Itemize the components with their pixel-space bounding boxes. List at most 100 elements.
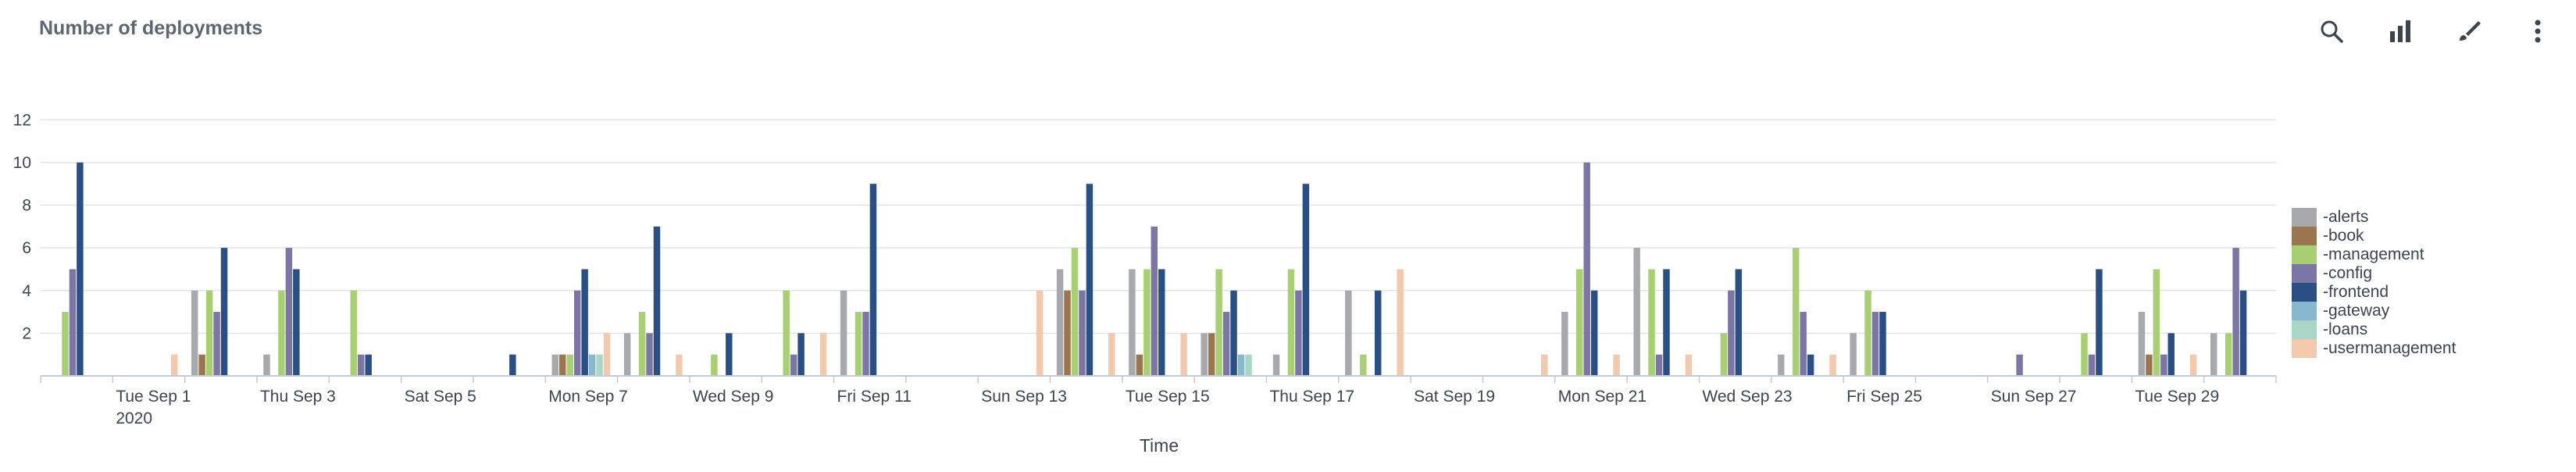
- bar-alerts-17[interactable]: [1272, 354, 1280, 376]
- bar-management-16[interactable]: [1215, 269, 1222, 376]
- bar-management-23[interactable]: [1720, 333, 1728, 376]
- bar-config-28[interactable]: [2088, 354, 2096, 376]
- bar-frontend-11[interactable]: [869, 184, 877, 376]
- bar-frontend-6[interactable]: [509, 354, 516, 376]
- bar-config-23[interactable]: [1728, 290, 1735, 376]
- legend-item[interactable]: -book: [2292, 227, 2456, 245]
- legend-item[interactable]: -loans: [2292, 320, 2456, 339]
- bar-management-22[interactable]: [1648, 269, 1655, 376]
- bar-usermanagement-24[interactable]: [1829, 354, 1836, 376]
- legend-item[interactable]: -frontend: [2292, 283, 2456, 302]
- bar-management-10[interactable]: [783, 290, 790, 376]
- bar-config-10[interactable]: [790, 354, 797, 376]
- bar-config-21[interactable]: [1583, 162, 1590, 376]
- bar-config-7[interactable]: [573, 290, 581, 376]
- bar-usermanagement-29[interactable]: [2189, 354, 2197, 376]
- bar-config-15[interactable]: [1151, 226, 1158, 376]
- bar-usermanagement-20[interactable]: [1541, 354, 1548, 376]
- bar-config-27[interactable]: [2016, 354, 2023, 376]
- bar-usermanagement-15[interactable]: [1180, 333, 1187, 376]
- bar-alerts-29[interactable]: [2138, 312, 2146, 376]
- bar-alerts-30[interactable]: [2210, 333, 2217, 376]
- bar-alerts-25[interactable]: [1850, 333, 1857, 376]
- bar-frontend-15[interactable]: [1158, 269, 1165, 376]
- bar-alerts-3[interactable]: [263, 354, 270, 376]
- bar-book-29[interactable]: [2146, 354, 2153, 376]
- bar-management-0[interactable]: [62, 312, 69, 376]
- bar-book-15[interactable]: [1136, 354, 1144, 376]
- bar-loans-7[interactable]: [596, 354, 603, 376]
- bar-frontend-14[interactable]: [1086, 184, 1094, 376]
- bar-usermanagement-1[interactable]: [170, 354, 178, 376]
- bar-config-17[interactable]: [1295, 290, 1302, 376]
- bar-config-0[interactable]: [69, 269, 77, 376]
- bar-book-14[interactable]: [1064, 290, 1071, 376]
- bar-config-8[interactable]: [646, 333, 653, 376]
- bar-frontend-25[interactable]: [1879, 312, 1886, 376]
- bar-management-25[interactable]: [1864, 290, 1871, 376]
- bar-frontend-9[interactable]: [726, 333, 733, 376]
- bar-frontend-23[interactable]: [1735, 269, 1743, 376]
- bar-alerts-15[interactable]: [1129, 269, 1136, 376]
- bar-frontend-7[interactable]: [581, 269, 588, 376]
- bar-management-30[interactable]: [2225, 333, 2232, 376]
- legend-item[interactable]: -gateway: [2292, 302, 2456, 320]
- bar-alerts-14[interactable]: [1056, 269, 1064, 376]
- bar-config-25[interactable]: [1871, 312, 1879, 376]
- bar-management-11[interactable]: [855, 312, 862, 376]
- bar-gateway-7[interactable]: [588, 354, 596, 376]
- legend-item[interactable]: -config: [2292, 264, 2456, 283]
- bar-book-2[interactable]: [198, 354, 205, 376]
- bar-frontend-22[interactable]: [1663, 269, 1670, 376]
- bar-usermanagement-18[interactable]: [1397, 269, 1404, 376]
- bar-config-24[interactable]: [1800, 312, 1807, 376]
- bar-usermanagement-21[interactable]: [1613, 354, 1620, 376]
- more-vertical-icon[interactable]: [2515, 13, 2560, 50]
- bar-frontend-16[interactable]: [1230, 290, 1237, 376]
- bar-alerts-7[interactable]: [551, 354, 559, 376]
- bar-management-17[interactable]: [1287, 269, 1295, 376]
- bar-config-3[interactable]: [285, 248, 293, 376]
- bar-frontend-3[interactable]: [293, 269, 300, 376]
- bar-config-16[interactable]: [1222, 312, 1230, 376]
- bar-management-7[interactable]: [566, 354, 573, 376]
- bar-usermanagement-22[interactable]: [1685, 354, 1693, 376]
- bar-alerts-2[interactable]: [191, 290, 198, 376]
- search-icon[interactable]: [2309, 13, 2354, 50]
- legend-item[interactable]: -usermanagement: [2292, 339, 2456, 358]
- bar-chart-icon[interactable]: [2378, 13, 2423, 50]
- bar-management-14[interactable]: [1071, 248, 1079, 376]
- bar-frontend-18[interactable]: [1374, 290, 1382, 376]
- bar-usermanagement-14[interactable]: [1108, 333, 1115, 376]
- bar-book-7[interactable]: [559, 354, 566, 376]
- bar-config-4[interactable]: [357, 354, 365, 376]
- bar-management-2[interactable]: [205, 290, 213, 376]
- bar-management-9[interactable]: [711, 354, 718, 376]
- bar-frontend-17[interactable]: [1302, 184, 1310, 376]
- bar-usermanagement-8[interactable]: [676, 354, 683, 376]
- bar-frontend-4[interactable]: [365, 354, 372, 376]
- bar-alerts-11[interactable]: [840, 290, 847, 376]
- bar-management-18[interactable]: [1360, 354, 1367, 376]
- legend-item[interactable]: -management: [2292, 245, 2456, 264]
- bar-frontend-0[interactable]: [77, 162, 84, 376]
- bar-frontend-29[interactable]: [2167, 333, 2175, 376]
- bar-frontend-28[interactable]: [2096, 269, 2103, 376]
- bar-frontend-2[interactable]: [220, 248, 228, 376]
- bar-alerts-18[interactable]: [1345, 290, 1352, 376]
- bar-management-21[interactable]: [1576, 269, 1583, 376]
- bar-management-4[interactable]: [350, 290, 357, 376]
- bar-frontend-21[interactable]: [1590, 290, 1598, 376]
- bar-config-30[interactable]: [2232, 248, 2239, 376]
- bar-management-28[interactable]: [2081, 333, 2088, 376]
- bar-config-14[interactable]: [1079, 290, 1086, 376]
- bar-loans-16[interactable]: [1245, 354, 1252, 376]
- bar-management-8[interactable]: [638, 312, 646, 376]
- bar-management-29[interactable]: [2153, 269, 2160, 376]
- bar-frontend-8[interactable]: [653, 226, 661, 376]
- bar-config-29[interactable]: [2160, 354, 2167, 376]
- bar-management-24[interactable]: [1792, 248, 1800, 376]
- bar-frontend-24[interactable]: [1807, 354, 1814, 376]
- bar-frontend-10[interactable]: [797, 333, 805, 376]
- bar-alerts-8[interactable]: [623, 333, 631, 376]
